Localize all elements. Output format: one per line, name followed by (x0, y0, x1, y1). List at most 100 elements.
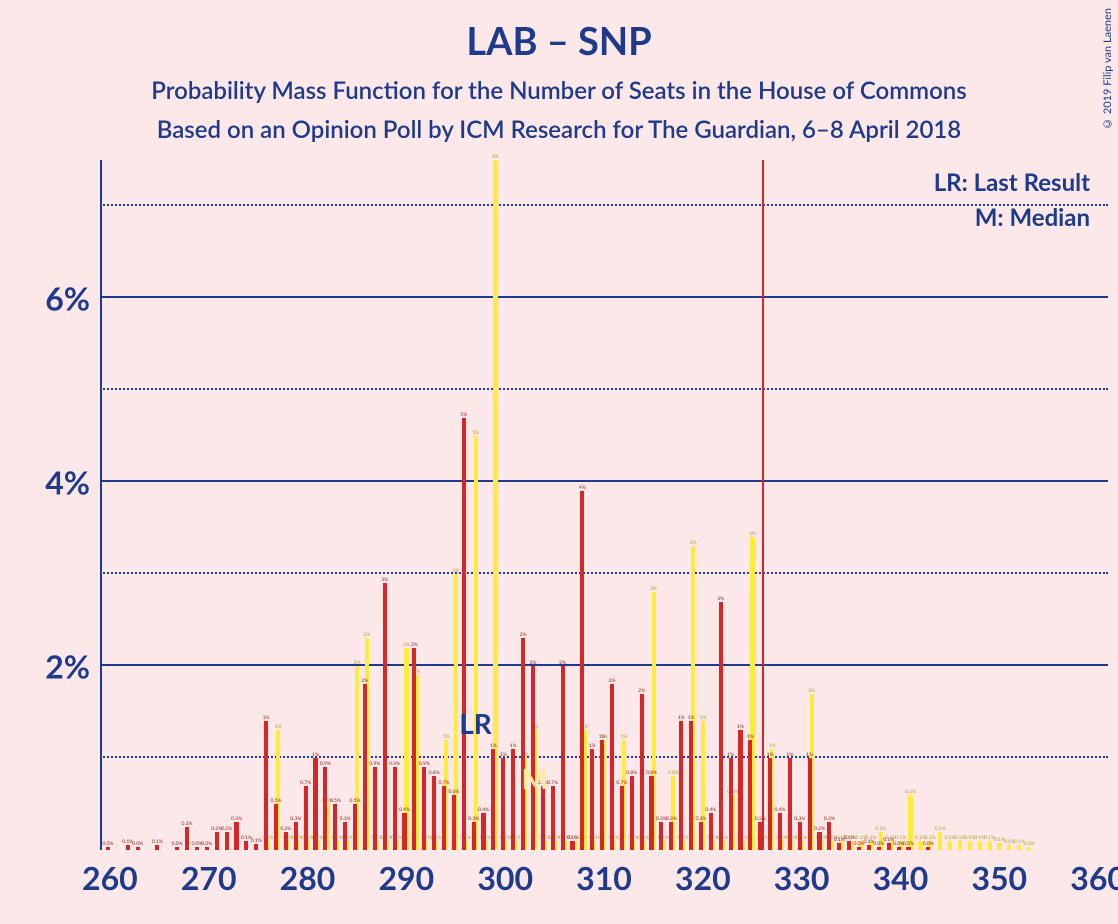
bar-red: 0.1% (254, 844, 258, 850)
grid-line-major (100, 480, 1108, 482)
bar-red: 1% (808, 758, 812, 850)
bar-red: 0.3% (234, 822, 238, 850)
x-tick-label: 300 (477, 850, 533, 897)
bar-value-label: 0.4% (775, 807, 786, 813)
bar-value-label: 0.3% (794, 816, 805, 822)
bar-value-label: 3% (452, 568, 459, 574)
bar-red: 0.0% (857, 847, 861, 850)
bar-red: 1% (511, 749, 515, 850)
title-block: LAB – SNP Probability Mass Function for … (0, 18, 1118, 144)
bar-red: 3% (719, 602, 723, 850)
x-tick-label: 350 (971, 850, 1027, 897)
bar-yellow: 0.1% (1007, 845, 1011, 850)
bar-red: 0.1% (847, 841, 851, 850)
bar-red: 0.4% (778, 813, 782, 850)
bar-value-label: 1% (620, 734, 627, 740)
bar-value-label: 0.1% (844, 835, 855, 841)
y-tick-label: 4% (45, 463, 100, 502)
bar-value-label: 0.7% (547, 780, 558, 786)
bar-value-label: 0.4% (399, 807, 410, 813)
bar-red: 0.0% (205, 847, 209, 850)
bar-red: 2% (521, 638, 525, 850)
bar-red: 1% (590, 749, 594, 850)
bar-yellow: 0.1% (988, 841, 992, 850)
bar-value-label: 0.8% (429, 770, 440, 776)
bar-value-label: 1% (806, 752, 813, 758)
bar-value-label: 1% (490, 743, 497, 749)
bar-value-label: 1% (767, 752, 774, 758)
bar-value-label: 0.1% (567, 835, 578, 841)
bar-value-label: 1% (275, 724, 282, 730)
bar-red: 1% (313, 758, 317, 850)
bar-red: 1% (788, 758, 792, 850)
bar-red: 0.0% (175, 847, 179, 850)
bar-value-label: 3% (690, 540, 697, 546)
bar-red: 2% (561, 666, 565, 850)
bar-value-label: 3% (650, 586, 657, 592)
bar-value-label: 0.3% (666, 816, 677, 822)
bar-red: 0.9% (393, 767, 397, 850)
bar-red: 0.2% (817, 832, 821, 850)
bar-value-label: 0.8% (626, 770, 637, 776)
bar-red: 0.5% (353, 804, 357, 850)
bar-value-label: 0.9% (320, 761, 331, 767)
bar-red: 0.3% (472, 822, 476, 850)
subtitle-line-1: Probability Mass Function for the Number… (0, 76, 1118, 105)
bar-red: 0.7% (304, 786, 308, 850)
bar-red: 0.0% (897, 847, 901, 850)
bar-value-label: 0.3% (231, 816, 242, 822)
bar-value-label: 0.0% (1024, 841, 1035, 847)
bar-red: 0.8% (432, 776, 436, 850)
bar-yellow: 0.1% (958, 841, 962, 850)
bar-red: 0.3% (185, 827, 189, 850)
y-axis-line (100, 160, 102, 850)
bar-red: 0.3% (827, 822, 831, 850)
bar-red: 0.3% (798, 822, 802, 850)
bar-value-label: 4% (579, 485, 586, 491)
bar-yellow: 0.1% (948, 841, 952, 850)
bar-value-label: 0.0% (132, 841, 143, 847)
bar-value-label: 0.3% (182, 821, 193, 827)
bar-red: 0.3% (699, 822, 703, 850)
bar-value-label: 0.7% (616, 780, 627, 786)
bar-value-label: 0.8% (646, 770, 657, 776)
bar-value-label: 0.1% (925, 835, 936, 841)
bar-red: 1% (738, 730, 742, 850)
bar-value-label: 0.6% (905, 789, 916, 795)
lr-marker: LR (459, 706, 492, 740)
bar-red: 1% (264, 721, 268, 850)
bar-value-label: 0.5% (271, 798, 282, 804)
bar-red: 0.8% (649, 776, 653, 850)
y-tick-label: 6% (45, 279, 100, 318)
bar-value-label: 0.9% (419, 761, 430, 767)
bar-red: 0.7% (541, 786, 545, 850)
bar-value-label: 0.0% (201, 841, 212, 847)
bar-value-label: 3% (749, 531, 756, 537)
bar-red: 0.3% (294, 822, 298, 850)
grid-line-minor (100, 572, 1108, 574)
bar-value-label: 2% (520, 632, 527, 638)
bar-yellow: 0.1% (978, 841, 982, 850)
bar-red: 0.2% (284, 832, 288, 850)
bar-red: 0.5% (274, 804, 278, 850)
bar-value-label: 0.2% (875, 826, 886, 832)
bar-value-label: 1% (727, 752, 734, 758)
bar-value-label: 0.3% (695, 816, 706, 822)
legend-m: M: Median (934, 203, 1090, 232)
bar-value-label: 0.4% (705, 807, 716, 813)
bar-value-label: 2% (609, 678, 616, 684)
grid-line-major (100, 664, 1108, 666)
bar-value-label: 0.5% (330, 798, 341, 804)
bar-value-label: 0.9% (389, 761, 400, 767)
x-tick-label: 340 (873, 850, 929, 897)
x-tick-label: 310 (576, 850, 632, 897)
median-marker: M (522, 761, 548, 795)
bar-red: 2% (363, 684, 367, 850)
bar-red: 1% (768, 758, 772, 850)
bar-yellow: 0.1% (1017, 845, 1021, 850)
subtitle-line-2: Based on an Opinion Poll by ICM Research… (0, 115, 1118, 144)
bar-value-label: 1% (500, 752, 507, 758)
bar-red: 0.4% (709, 813, 713, 850)
bar-red: 0.0% (136, 847, 140, 850)
bar-red: 2% (640, 694, 644, 850)
